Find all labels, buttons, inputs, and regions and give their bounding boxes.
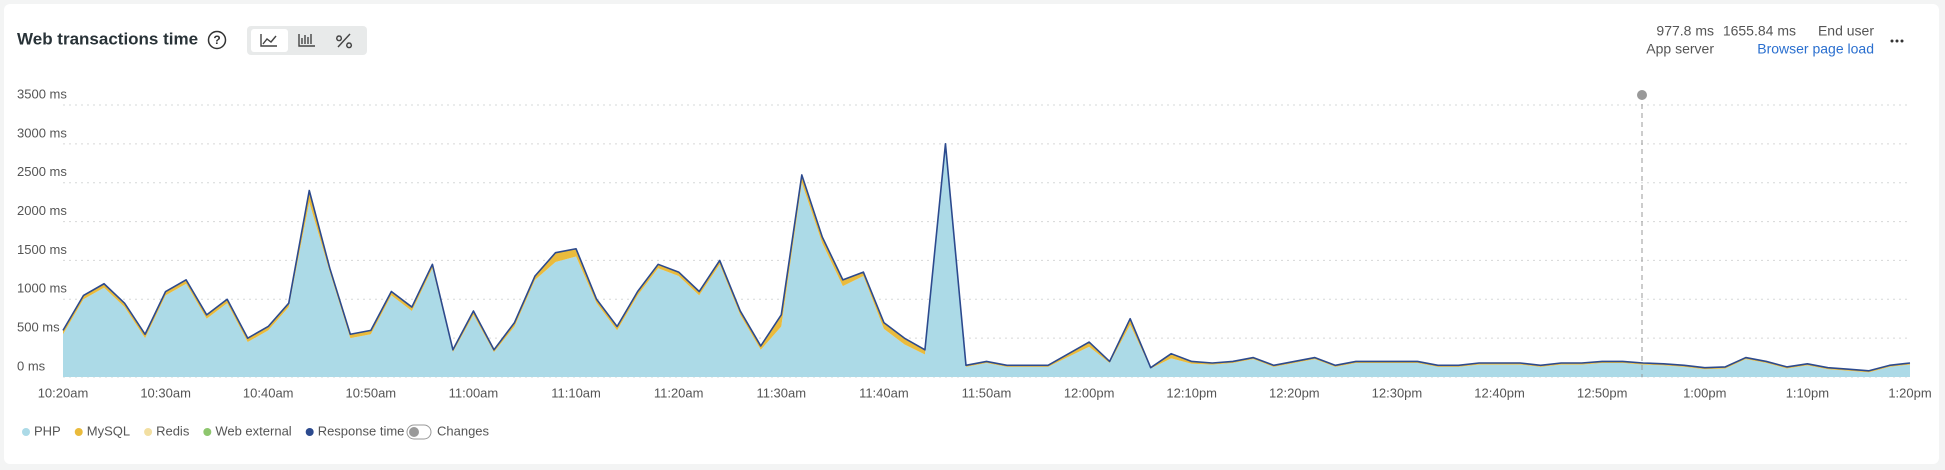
chart-title: Web transactions time [17,29,198,48]
legend-label: MySQL [87,423,130,438]
x-tick-label: 1:10pm [1786,385,1829,400]
y-tick-label: 2500 ms [17,164,67,179]
legend-swatch [305,428,314,436]
help-icon[interactable]: ? [207,30,227,50]
end-user-value: 1655.84 ms [1723,23,1796,39]
x-tick-label: 11:50am [962,385,1012,400]
area-icon [260,34,277,47]
app-server-label: App server [1646,41,1714,57]
y-tick-label: 3500 ms [17,86,67,101]
x-tick-label: 1:20pm [1888,385,1931,400]
app-server-value: 977.8 ms [1656,23,1714,39]
y-tick-label: 2000 ms [17,203,67,218]
x-tick-label: 12:20pm [1269,385,1320,400]
x-tick-label: 12:00pm [1064,385,1115,400]
y-tick-label: 500 ms [17,320,60,335]
toggle-label: Changes [437,423,490,438]
browser-page-load-link[interactable]: Browser page load [1757,41,1874,57]
x-tick-label: 10:30am [140,385,191,400]
legend-swatch [74,428,83,436]
legend-swatch [203,428,212,436]
x-tick-label: 10:20am [38,385,89,400]
legend-swatch [144,428,153,436]
x-tick-label: 12:50pm [1577,385,1628,400]
bar-icon[interactable] [298,34,315,47]
x-tick-label: 11:10am [551,385,601,400]
response-time-line [62,143,1911,372]
x-tick-label: 12:10pm [1166,385,1217,400]
x-tick-label: 10:50am [346,385,397,400]
x-tick-label: 11:40am [859,385,909,400]
area-php [63,147,1910,377]
changes-toggle[interactable] [406,424,432,440]
y-tick-label: 3000 ms [17,125,67,140]
x-tick-label: 12:30pm [1372,385,1423,400]
end-user-label: End user [1818,23,1874,39]
legend-label: Web external [215,423,291,438]
percent-icon[interactable] [336,33,353,49]
legend-label: Redis [156,423,190,438]
y-tick-label: 0 ms [17,358,46,373]
more-menu[interactable] [1890,39,1904,43]
x-tick-label: 11:30am [756,385,806,400]
x-tick-label: 11:20am [654,385,704,400]
y-tick-label: 1500 ms [17,242,67,257]
y-tick-label: 1000 ms [17,281,67,296]
x-tick-label: 1:00pm [1683,385,1726,400]
change-marker-dot[interactable] [1637,90,1647,100]
legend-label: PHP [34,423,61,438]
x-tick-label: 11:00am [449,385,499,400]
svg-text:?: ? [213,33,220,47]
x-tick-label: 10:40am [243,385,294,400]
legend-swatch [22,428,30,436]
legend-label: Response time [318,423,405,438]
x-tick-label: 12:40pm [1474,385,1525,400]
